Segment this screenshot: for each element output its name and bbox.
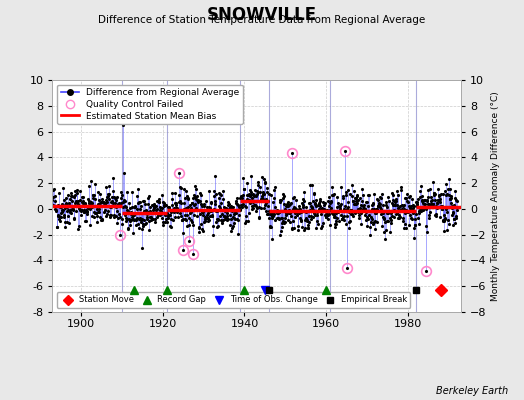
Text: Berkeley Earth: Berkeley Earth xyxy=(436,386,508,396)
Legend: Station Move, Record Gap, Time of Obs. Change, Empirical Break: Station Move, Record Gap, Time of Obs. C… xyxy=(57,292,410,308)
Text: Difference of Station Temperature Data from Regional Average: Difference of Station Temperature Data f… xyxy=(99,15,425,25)
Y-axis label: Monthly Temperature Anomaly Difference (°C): Monthly Temperature Anomaly Difference (… xyxy=(491,91,500,301)
Text: SNOWVILLE: SNOWVILLE xyxy=(207,6,317,24)
